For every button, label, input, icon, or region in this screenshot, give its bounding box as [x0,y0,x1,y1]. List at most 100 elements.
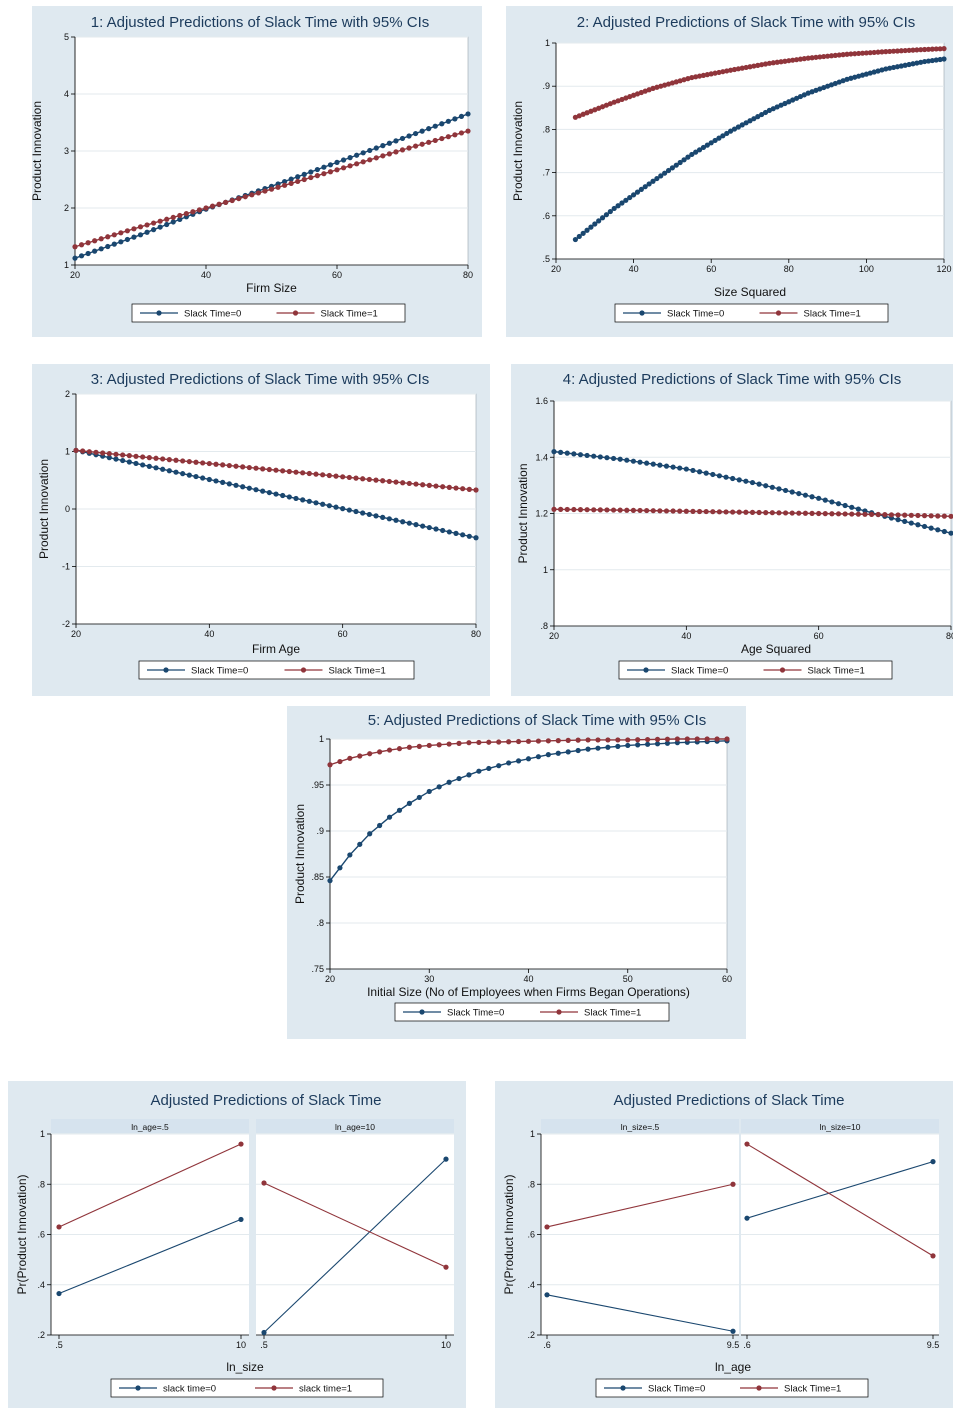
series-point-1 [233,463,239,469]
series-point-1 [863,50,869,56]
series-point-1 [334,167,340,173]
y-tick-label: 0 [65,504,70,514]
series-point-1 [744,1141,750,1147]
series-point-1 [314,173,320,179]
series-point-0 [766,107,772,113]
series-point-0 [941,56,947,62]
series-point-0 [367,831,373,837]
series-point-1 [106,451,112,457]
series-point-0 [306,498,312,504]
legend-label-1: slack time=1 [299,1384,352,1395]
series-point-0 [728,128,734,134]
series-point-1 [670,508,676,514]
series-point-1 [558,506,564,512]
series-point-0 [240,484,246,490]
series-point-0 [416,794,422,801]
series-point-1 [544,1224,550,1230]
series-point-1 [723,509,729,515]
series-point-0 [751,116,757,122]
series-point-0 [357,841,363,847]
y-tick-label: 1 [65,447,70,457]
series-point-0 [902,518,908,524]
series-point-1 [164,216,170,222]
series-point-0 [674,740,680,746]
chart-panel-6: Adjusted Predictions of Slack Time Pr(Pro… [8,1081,466,1408]
series-point-1 [625,737,631,743]
series-point-1 [941,46,947,52]
series-point-0 [782,487,789,494]
series-point-1 [466,740,472,746]
series-point-0 [744,1215,750,1221]
x-tick-label: 50 [623,974,633,984]
series-point-0 [406,133,412,139]
series-point-1 [922,46,928,53]
y-tick-label: .4 [527,1280,535,1290]
series-point-1 [180,458,186,464]
series-point-1 [157,218,163,224]
series-point-1 [400,480,406,486]
y-tick-label: .6 [37,1230,45,1240]
series-point-0 [137,232,144,238]
series-point-1 [720,69,726,75]
x-tick-label: 60 [332,270,342,280]
series-point-0 [377,822,383,829]
series-point-1 [730,1181,736,1187]
series-point-1 [386,151,392,157]
legend-marker-0 [163,667,169,673]
series-point-0 [301,171,307,177]
series-point-1 [337,758,343,765]
series-point-1 [426,742,432,749]
series-point-1 [93,449,99,455]
series-point-0 [635,742,641,748]
series-point-1 [439,135,445,142]
chart-title: 1: Adjusted Predictions of Slack Time wi… [91,14,430,31]
chart-3-svg: 3: Adjusted Predictions of Slack Time wi… [37,371,481,680]
series-point-0 [770,106,776,112]
legend-label-0: Slack Time=0 [667,309,724,320]
x-tick-label: 20 [71,629,81,639]
series-point-1 [937,46,943,52]
series-point-1 [73,447,79,453]
series-point-0 [133,460,139,467]
series-point-0 [571,451,577,457]
series-point-0 [286,494,292,500]
series-point-1 [915,512,921,519]
series-point-1 [895,512,901,518]
series-point-1 [902,512,908,518]
y-tick-label: .9 [542,81,550,91]
series-point-1 [809,510,815,516]
series-point-1 [452,132,458,138]
series-point-1 [406,744,412,750]
series-point-0 [399,135,406,142]
series-point-0 [610,455,617,462]
x-tick-label: 100 [859,264,874,274]
y-tick-label: 3 [64,146,69,156]
series-point-1 [921,513,928,519]
chart-title: 4: Adjusted Predictions of Slack Time wi… [563,371,902,388]
series-point-0 [759,111,765,118]
series-point-0 [213,478,219,484]
series-point-0 [432,123,438,129]
series-point-1 [377,749,383,755]
legend-box [595,1378,869,1398]
series-point-0 [796,490,802,497]
x-tick-label: 80 [784,264,794,274]
series-point-1 [604,507,610,513]
series-point-1 [151,220,157,226]
series-point-1 [743,509,749,515]
series-point-0 [597,454,603,460]
legend-marker-1 [292,310,299,316]
series-point-1 [419,141,425,147]
series-point-0 [260,488,266,494]
series-point-1 [585,737,591,743]
series-point-0 [625,742,631,749]
series-point-1 [693,74,699,80]
series-line-0 [329,740,728,882]
series-point-1 [126,453,132,459]
series-point-0 [696,147,703,153]
y-tick-label: 2 [65,389,70,399]
series-point-0 [776,486,782,492]
series-point-0 [233,482,239,488]
series-point-1 [193,459,199,465]
series-point-0 [762,109,769,116]
